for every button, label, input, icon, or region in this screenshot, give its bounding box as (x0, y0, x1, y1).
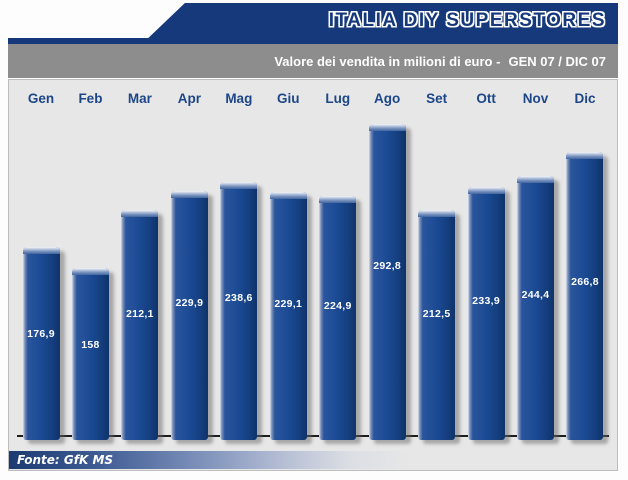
bar: 212,1 (121, 210, 159, 440)
bar: 233,9 (467, 187, 505, 440)
month-label: Gen (27, 91, 55, 106)
bar-value-label: 212,5 (422, 307, 451, 320)
bar: 292,8 (368, 124, 406, 440)
bar-column: Mar 212,1 (120, 80, 160, 440)
bar-value-label: 212,1 (126, 307, 154, 320)
x-axis-line (17, 435, 609, 437)
month-label: Nov (522, 91, 549, 106)
bar-column: Nov 244,4 (516, 80, 556, 440)
month-label: Ago (374, 91, 401, 106)
title-banner: ITALIA DIY SUPERSTORES (148, 3, 618, 38)
subtitle-range: GEN 07 / DIC 07 (508, 53, 606, 69)
bar-column: Lug 224,9 (318, 80, 358, 440)
bar-value-label: 266,8 (571, 275, 599, 288)
bar: 238,6 (220, 182, 258, 440)
bar: 224,9 (319, 196, 357, 440)
plot-area: Gen 176,9 Feb 158 Mar 212,1 Apr 229,9 Ma… (9, 80, 617, 440)
month-label: Ott (476, 91, 496, 106)
month-label: Mar (127, 91, 152, 106)
bar-column: Giu 229,1 (268, 80, 308, 440)
bar-chart: Gen 176,9 Feb 158 Mar 212,1 Apr 229,9 Ma… (8, 79, 618, 471)
month-label: Lug (325, 91, 351, 106)
bar-column: Ago 292,8 (367, 80, 407, 440)
bar: 176,9 (22, 247, 60, 440)
bar-value-label: 238,6 (224, 292, 253, 305)
month-label: Dic (574, 91, 596, 106)
bar-column: Mag 238,6 (219, 80, 259, 440)
bar-value-label: 233,9 (472, 294, 500, 307)
bar: 229,9 (170, 191, 208, 440)
source-label: Fonte: GfK MS (17, 453, 114, 467)
bar-column: Dic 266,8 (565, 80, 605, 440)
divider-strip (8, 38, 618, 44)
month-label: Feb (78, 91, 103, 106)
month-label: Set (426, 91, 448, 106)
bar-value-label: 176,9 (27, 327, 55, 340)
bar-value-label: 224,9 (323, 299, 352, 312)
month-label: Mag (225, 91, 253, 106)
bar: 212,5 (418, 210, 456, 440)
page-title: ITALIA DIY SUPERSTORES (328, 9, 606, 31)
month-label: Apr (177, 91, 201, 106)
subtitle-bar: Valore dei vendita in milioni di euro - … (8, 44, 618, 78)
month-label: Giu (277, 91, 300, 106)
subtitle-text: Valore dei vendita in milioni di euro - (274, 53, 501, 69)
bar-value-label: 244,4 (521, 288, 550, 301)
bar-value-label: 229,9 (175, 297, 204, 310)
bar: 229,1 (269, 192, 307, 440)
bar-column: Ott 233,9 (466, 80, 506, 440)
source-strip: Fonte: GfK MS (9, 451, 617, 469)
bar: 266,8 (566, 152, 604, 440)
bar: 244,4 (517, 176, 555, 440)
bar-column: Feb 158 (70, 80, 110, 440)
bar-column: Set 212,5 (417, 80, 457, 440)
bar-value-label: 229,1 (274, 297, 303, 310)
bar-value-label: 158 (81, 339, 100, 352)
bar-column: Gen 176,9 (21, 80, 61, 440)
bar: 158 (71, 268, 109, 440)
bar-value-label: 292,8 (373, 260, 402, 273)
bar-column: Apr 229,9 (169, 80, 209, 440)
